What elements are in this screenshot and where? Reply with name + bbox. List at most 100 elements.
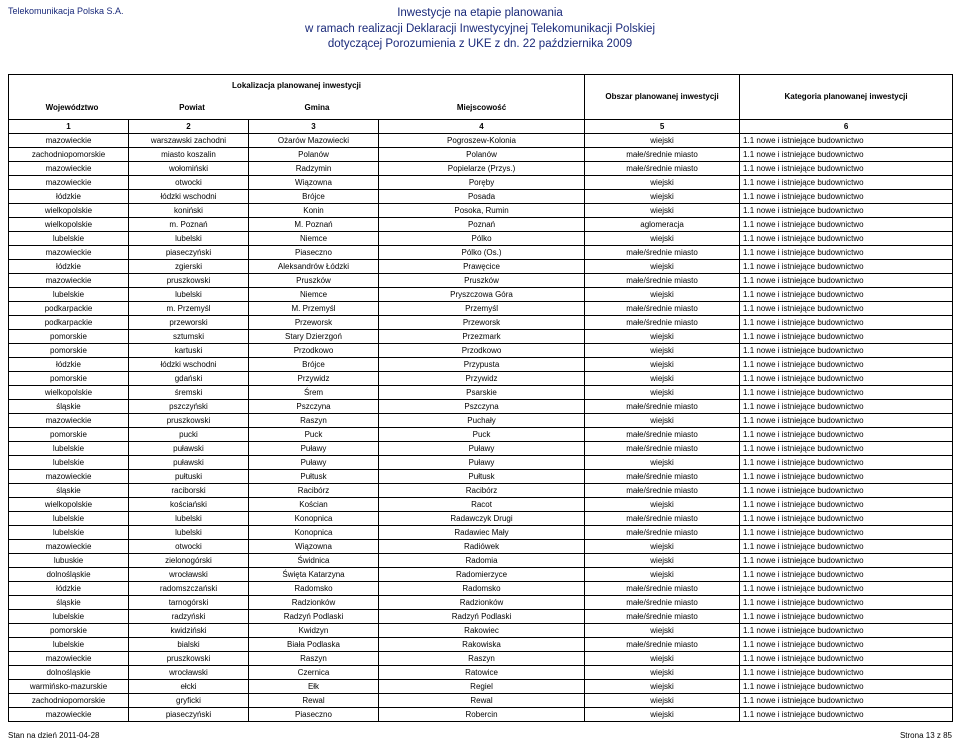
table-cell: Puławy	[379, 442, 585, 456]
table-cell: wiejski	[585, 330, 740, 344]
table-cell: miasto koszalin	[129, 148, 249, 162]
table-cell: małe/średnie miasto	[585, 148, 740, 162]
table-cell: wiejski	[585, 344, 740, 358]
table-cell: wiejski	[585, 232, 740, 246]
table-cell: łódzkie	[9, 190, 129, 204]
table-cell: Pruszków	[249, 274, 379, 288]
table-cell: Pruszków	[379, 274, 585, 288]
table-cell: raciborski	[129, 484, 249, 498]
table-cell: gryficki	[129, 694, 249, 708]
table-cell: Posada	[379, 190, 585, 204]
table-cell: śremski	[129, 386, 249, 400]
table-cell: Poznań	[379, 218, 585, 232]
table-cell: M. Przemyśl	[249, 302, 379, 316]
table-cell: gdański	[129, 372, 249, 386]
table-cell: Aleksandrów Łódzki	[249, 260, 379, 274]
table-cell: Raszyn	[249, 414, 379, 428]
table-cell: małe/średnie miasto	[585, 162, 740, 176]
table-cell: Brójce	[249, 358, 379, 372]
table-cell: lubelski	[129, 288, 249, 302]
table-cell: warmińsko-mazurskie	[9, 680, 129, 694]
table-cell: 1.1 nowe i istniejące budownictwo	[740, 162, 953, 176]
table-cell: 1.1 nowe i istniejące budownictwo	[740, 456, 953, 470]
table-row: łódzkiełódzki wschodniBrójcePrzypustawie…	[9, 358, 953, 372]
table-cell: Radiówek	[379, 540, 585, 554]
table-cell: Polanów	[249, 148, 379, 162]
table-cell: Polanów	[379, 148, 585, 162]
table-cell: mazowieckie	[9, 274, 129, 288]
table-cell: Racibórz	[379, 484, 585, 498]
table-cell: 1.1 nowe i istniejące budownictwo	[740, 582, 953, 596]
table-cell: wiejski	[585, 666, 740, 680]
table-cell: Pułtusk	[379, 470, 585, 484]
table-cell: 1.1 nowe i istniejące budownictwo	[740, 134, 953, 148]
table-row: śląskiepszczyńskiPszczynaPszczynamałe/śr…	[9, 400, 953, 414]
title-line-2: w ramach realizacji Deklaracji Inwestycy…	[0, 22, 960, 38]
table-cell: 1.1 nowe i istniejące budownictwo	[740, 498, 953, 512]
table-cell: wiejski	[585, 386, 740, 400]
table-row: zachodniopomorskiegryfickiRewalRewalwiej…	[9, 694, 953, 708]
header-num-4: 4	[379, 120, 585, 134]
header-num-1: 1	[9, 120, 129, 134]
table-cell: otwocki	[129, 540, 249, 554]
table-cell: wiejski	[585, 624, 740, 638]
table-cell: piaseczyński	[129, 708, 249, 722]
table-cell: Radomsko	[249, 582, 379, 596]
table-row: mazowieckiepruszkowskiPruszkówPruszkówma…	[9, 274, 953, 288]
table-cell: Radawiec Mały	[379, 526, 585, 540]
table-cell: śląskie	[9, 400, 129, 414]
table-cell: Wiązowna	[249, 540, 379, 554]
table-cell: mazowieckie	[9, 470, 129, 484]
table-cell: śląskie	[9, 596, 129, 610]
table-cell: lubelskie	[9, 288, 129, 302]
table-cell: 1.1 nowe i istniejące budownictwo	[740, 148, 953, 162]
table-row: lubelskielubelskiNiemcePryszczowa Górawi…	[9, 288, 953, 302]
table-cell: Brójce	[249, 190, 379, 204]
table-cell: mazowieckie	[9, 176, 129, 190]
header-num-3: 3	[249, 120, 379, 134]
table-cell: 1.1 nowe i istniejące budownictwo	[740, 470, 953, 484]
table-cell: podkarpackie	[9, 302, 129, 316]
table-cell: lubelskie	[9, 442, 129, 456]
table-row: lubelskiepuławskiPuławyPuławywiejski1.1 …	[9, 456, 953, 470]
table-cell: łódzki wschodni	[129, 190, 249, 204]
table-cell: Pryszczowa Góra	[379, 288, 585, 302]
table-row: lubelskielubelskiKonopnicaRadawiec Małym…	[9, 526, 953, 540]
header-wojewodztwo: Województwo	[12, 103, 132, 113]
table-cell: wielkopolskie	[9, 498, 129, 512]
table-cell: 1.1 nowe i istniejące budownictwo	[740, 316, 953, 330]
table-cell: wiejski	[585, 498, 740, 512]
table-cell: wielkopolskie	[9, 386, 129, 400]
table-cell: lubelski	[129, 232, 249, 246]
table-cell: Przywidz	[379, 372, 585, 386]
table-cell: wiejski	[585, 554, 740, 568]
table-cell: małe/średnie miasto	[585, 512, 740, 526]
table-cell: mazowieckie	[9, 540, 129, 554]
table-cell: Przypusta	[379, 358, 585, 372]
table-cell: Piaseczno	[249, 708, 379, 722]
header-gmina: Gmina	[252, 103, 382, 113]
table-cell: Ożarów Mazowiecki	[249, 134, 379, 148]
table-row: mazowieckieotwockiWiązownaRadiówekwiejsk…	[9, 540, 953, 554]
table-cell: Pułtusk	[249, 470, 379, 484]
table-cell: Śrem	[249, 386, 379, 400]
table-cell: 1.1 nowe i istniejące budownictwo	[740, 274, 953, 288]
table-cell: Puchały	[379, 414, 585, 428]
table-cell: 1.1 nowe i istniejące budownictwo	[740, 554, 953, 568]
table-cell: Racot	[379, 498, 585, 512]
table-cell: 1.1 nowe i istniejące budownictwo	[740, 400, 953, 414]
table-row: lubelskiepuławskiPuławyPuławymałe/średni…	[9, 442, 953, 456]
table-cell: Czernica	[249, 666, 379, 680]
table-cell: Przemyśl	[379, 302, 585, 316]
title-line-1: Inwestycje na etapie planowania	[0, 6, 960, 22]
table-cell: Kwidzyn	[249, 624, 379, 638]
table-cell: Radomierzyce	[379, 568, 585, 582]
table-cell: Rakowiec	[379, 624, 585, 638]
table-cell: Niemce	[249, 232, 379, 246]
table-cell: Przywidz	[249, 372, 379, 386]
table-cell: małe/średnie miasto	[585, 470, 740, 484]
table-cell: wiejski	[585, 708, 740, 722]
table-cell: śląskie	[9, 484, 129, 498]
table-cell: Posoka, Rumin	[379, 204, 585, 218]
table-row: mazowieckiepruszkowskiRaszynPuchaływiejs…	[9, 414, 953, 428]
